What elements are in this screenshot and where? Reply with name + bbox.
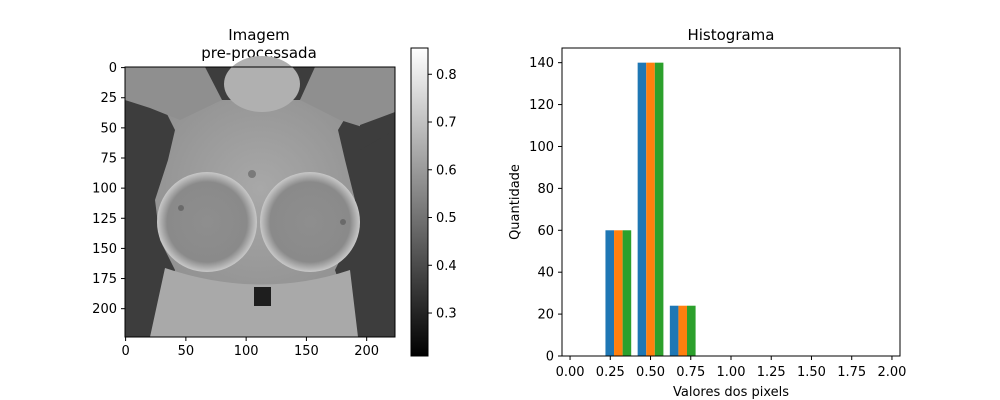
image-y-tick-label: 75	[100, 152, 117, 167]
x-tick-label: 0.00	[556, 365, 585, 380]
image-y-tick-label: 125	[92, 212, 117, 227]
colorbar-tick-label: 0.5	[436, 211, 457, 226]
image-y-tick-label: 200	[92, 302, 117, 317]
y-tick-label: 0	[546, 350, 554, 365]
image-x-tick-label: 100	[234, 344, 259, 359]
image-title-line1: Imagem	[228, 26, 290, 44]
colorbar-tick-label: 0.6	[436, 163, 457, 178]
x-tick-label: 1.00	[717, 365, 746, 380]
histogram-bar	[637, 62, 647, 357]
x-tick-label: 2.00	[877, 365, 906, 380]
thermal-image	[124, 56, 396, 338]
colorbar-tick-label: 0.4	[436, 259, 457, 274]
x-tick-label: 0.25	[596, 365, 625, 380]
chart-title: Histograma	[687, 26, 774, 44]
image-y-tick-label: 25	[100, 91, 117, 106]
image-y-tick-label: 0	[109, 61, 117, 76]
x-tick-label: 1.50	[797, 365, 826, 380]
histogram-bar	[614, 230, 623, 356]
x-tick-label: 0.50	[636, 365, 665, 380]
y-tick-label: 60	[537, 224, 554, 239]
histogram-bar	[605, 230, 615, 356]
image-y-tick-label: 50	[100, 121, 117, 136]
colorbar-tick-label: 0.7	[436, 116, 457, 131]
y-tick-label: 20	[537, 308, 554, 323]
image-x-axis: 0 50 100 150 200	[121, 337, 379, 359]
histogram-bar	[654, 62, 664, 357]
histogram-bar	[687, 305, 696, 356]
image-x-tick-label: 200	[354, 344, 379, 359]
x-tick-label: 1.25	[757, 365, 786, 380]
x-axis-label: Valores dos pixels	[673, 385, 789, 400]
image-x-tick-label: 150	[294, 344, 319, 359]
x-tick-label: 0.75	[676, 365, 705, 380]
y-tick-label: 120	[529, 98, 554, 113]
colorbar-tick-label: 0.8	[436, 68, 457, 83]
colorbar-tick-label: 0.3	[436, 307, 457, 322]
y-tick-label: 140	[529, 56, 554, 71]
image-y-tick-label: 175	[92, 272, 117, 287]
image-y-tick-label: 150	[92, 242, 117, 257]
image-x-tick-label: 50	[178, 344, 195, 359]
colorbar: 0.8 0.7 0.6 0.5 0.4 0.3	[410, 47, 457, 357]
image-title-line2: pre-processada	[201, 44, 317, 62]
image-y-tick-label: 100	[92, 182, 117, 197]
image-x-tick-label: 0	[121, 344, 129, 359]
histogram-plot: 0.00 0.25 0.50 0.75 1.00 1.25 1.50 1.75 2.00 0 20…	[529, 47, 906, 380]
y-axis-label: Quantidade	[508, 164, 523, 240]
y-tick-label: 80	[537, 182, 554, 197]
y-tick-label: 40	[537, 266, 554, 281]
image-y-axis: 0 25 50 75 100 125 150 175 200	[92, 61, 125, 317]
histogram-bar	[646, 62, 655, 357]
x-tick-label: 1.75	[837, 365, 866, 380]
histogram-bar	[622, 230, 632, 356]
histogram-bar	[678, 305, 688, 356]
histogram-bar	[669, 305, 679, 356]
y-tick-label: 100	[529, 140, 554, 155]
